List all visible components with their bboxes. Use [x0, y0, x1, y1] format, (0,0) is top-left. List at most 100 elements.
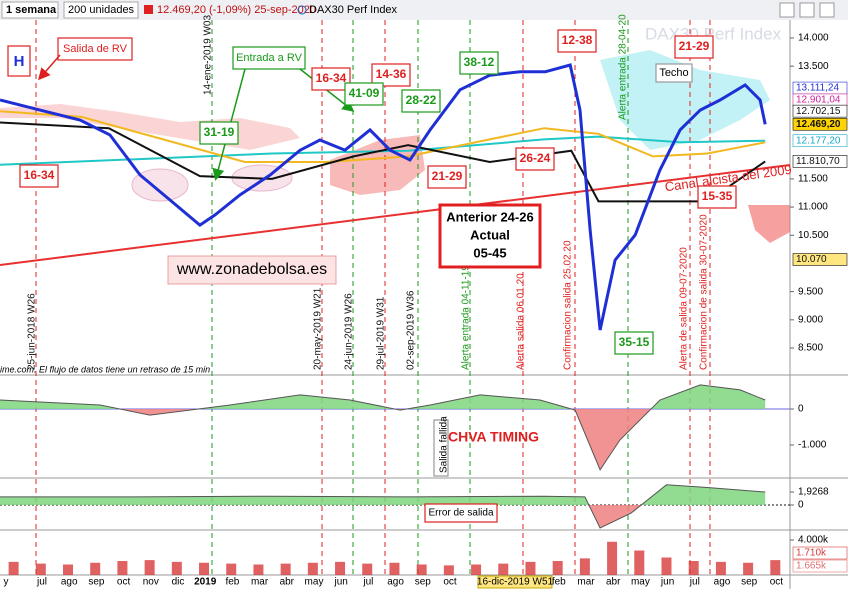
y-tick-label: -1.000 [798, 440, 827, 451]
score-box [614, 331, 654, 355]
x-tick-label: oct [770, 577, 784, 588]
website: www.zonadebolsa.es [176, 261, 327, 278]
x-tick-label: sep [741, 577, 758, 588]
x-tick-label: 2019 [194, 577, 217, 588]
event-label: Confirmacion de salida 30-07-2020 [699, 214, 710, 370]
price-tag-label: 11.810,70 [796, 156, 840, 167]
event-label: 02-sep-2019 W36 [406, 290, 417, 370]
volume-bar [688, 561, 699, 575]
score-label: 16-34 [24, 168, 55, 182]
series-line [0, 135, 766, 166]
signal-box [438, 203, 542, 269]
series-line [0, 164, 791, 266]
x-tick-label: jun [334, 577, 348, 588]
toolbar-button[interactable] [779, 2, 795, 18]
period: 1 semana [6, 4, 57, 16]
series-line [0, 110, 766, 163]
y-tick-label: 11.500 [798, 174, 828, 185]
volume-bar [335, 561, 346, 575]
y-tick-label: 0 [798, 404, 804, 415]
entry-label: Entrada a RV [236, 52, 303, 64]
x-tick-label: feb [552, 577, 566, 588]
price-tag [792, 253, 848, 266]
y-tick-label: 0 [798, 500, 804, 511]
website-box [167, 255, 337, 285]
volume-bar [471, 564, 482, 575]
units-select[interactable] [63, 1, 139, 19]
price-tag [792, 559, 848, 573]
toolbar-button[interactable] [799, 2, 815, 18]
x-tick-label: ago [387, 577, 404, 588]
event-label: 20-may-2019 W21 [313, 287, 324, 370]
exit-label: Salida de RV [63, 43, 128, 55]
toolbar [0, 0, 848, 20]
price-tag-label: 10.070 [796, 254, 827, 265]
score-label: 15-35 [702, 189, 733, 203]
entry-box [232, 46, 306, 70]
volume-bar [90, 562, 101, 575]
techo-box [655, 63, 693, 83]
volume-bar [35, 563, 46, 575]
price-tag [792, 134, 848, 148]
x-tick-label: jul [689, 577, 700, 588]
area [119, 408, 651, 470]
panel-title: CHVA TIMING [448, 429, 539, 445]
price-tag-label: 1.710k [796, 548, 827, 559]
y-tick-label: 1,9268 [798, 487, 829, 498]
volume-bar [525, 561, 536, 575]
toolbar-button[interactable] [819, 2, 835, 18]
score-box [515, 147, 555, 171]
exit-box [57, 37, 133, 61]
volume-bar [144, 560, 155, 575]
y-tick-label: 13.500 [798, 61, 829, 72]
y-tick-label: 9.500 [798, 286, 823, 297]
price-tag-label: 13.111,24 [796, 83, 839, 94]
score-box [371, 63, 411, 87]
highlight-ellipse [131, 168, 189, 202]
annotations: H Salida de RV Entrada a RV Techo www.zo… [0, 29, 793, 523]
score-label: 12-38 [562, 33, 593, 47]
score-label: 21-29 [679, 39, 710, 53]
area [588, 505, 642, 528]
y-tick-label: 11.000 [798, 202, 828, 213]
volume-bar [280, 563, 291, 575]
x-tick-label: ago [714, 577, 731, 588]
score-box [401, 89, 441, 113]
volume-bar [634, 550, 645, 575]
y-tick-label: 9.000 [798, 314, 823, 325]
x-highlight-box [477, 575, 553, 589]
instrument: DAX30 Perf Index [309, 4, 398, 16]
score-label: 38-12 [464, 55, 495, 69]
volume-bar [552, 561, 563, 575]
h-label: H [14, 53, 25, 70]
x-tick-label: nov [143, 577, 159, 588]
price-tag-label: 1.665k [796, 561, 827, 572]
event-label: Alerta de salida 09-07-2020 [679, 247, 690, 370]
score-box [459, 51, 499, 75]
y-tick-label: 14.000 [798, 33, 829, 44]
volume-bar [307, 562, 318, 575]
h-box [7, 45, 31, 77]
cloud [330, 135, 425, 195]
area-line [0, 384, 766, 471]
instrument-icon [297, 5, 307, 15]
x-tick-label: mar [251, 577, 269, 588]
volume-bar [579, 558, 590, 575]
x-tick-label: jun [660, 577, 674, 588]
signal-current: 05-45 [473, 245, 506, 260]
x-tick-label: feb [225, 577, 239, 588]
volume-bar [498, 563, 509, 575]
volume-bar [715, 561, 726, 575]
period-select[interactable] [1, 1, 59, 19]
volume-bar [117, 561, 128, 575]
volume-bar [443, 565, 454, 575]
x-tick-label: oct [117, 577, 131, 588]
volume-bar [661, 557, 672, 575]
series-line [0, 121, 766, 203]
score-label: 14-36 [376, 67, 407, 81]
price-tag-label: 12.901,04 [796, 95, 841, 106]
score-label: 31-19 [204, 125, 235, 139]
event-label: 29-jul-2019 W31 [376, 296, 387, 370]
price-tag [792, 155, 848, 168]
price-tag-label: 12.177,20 [796, 135, 841, 146]
